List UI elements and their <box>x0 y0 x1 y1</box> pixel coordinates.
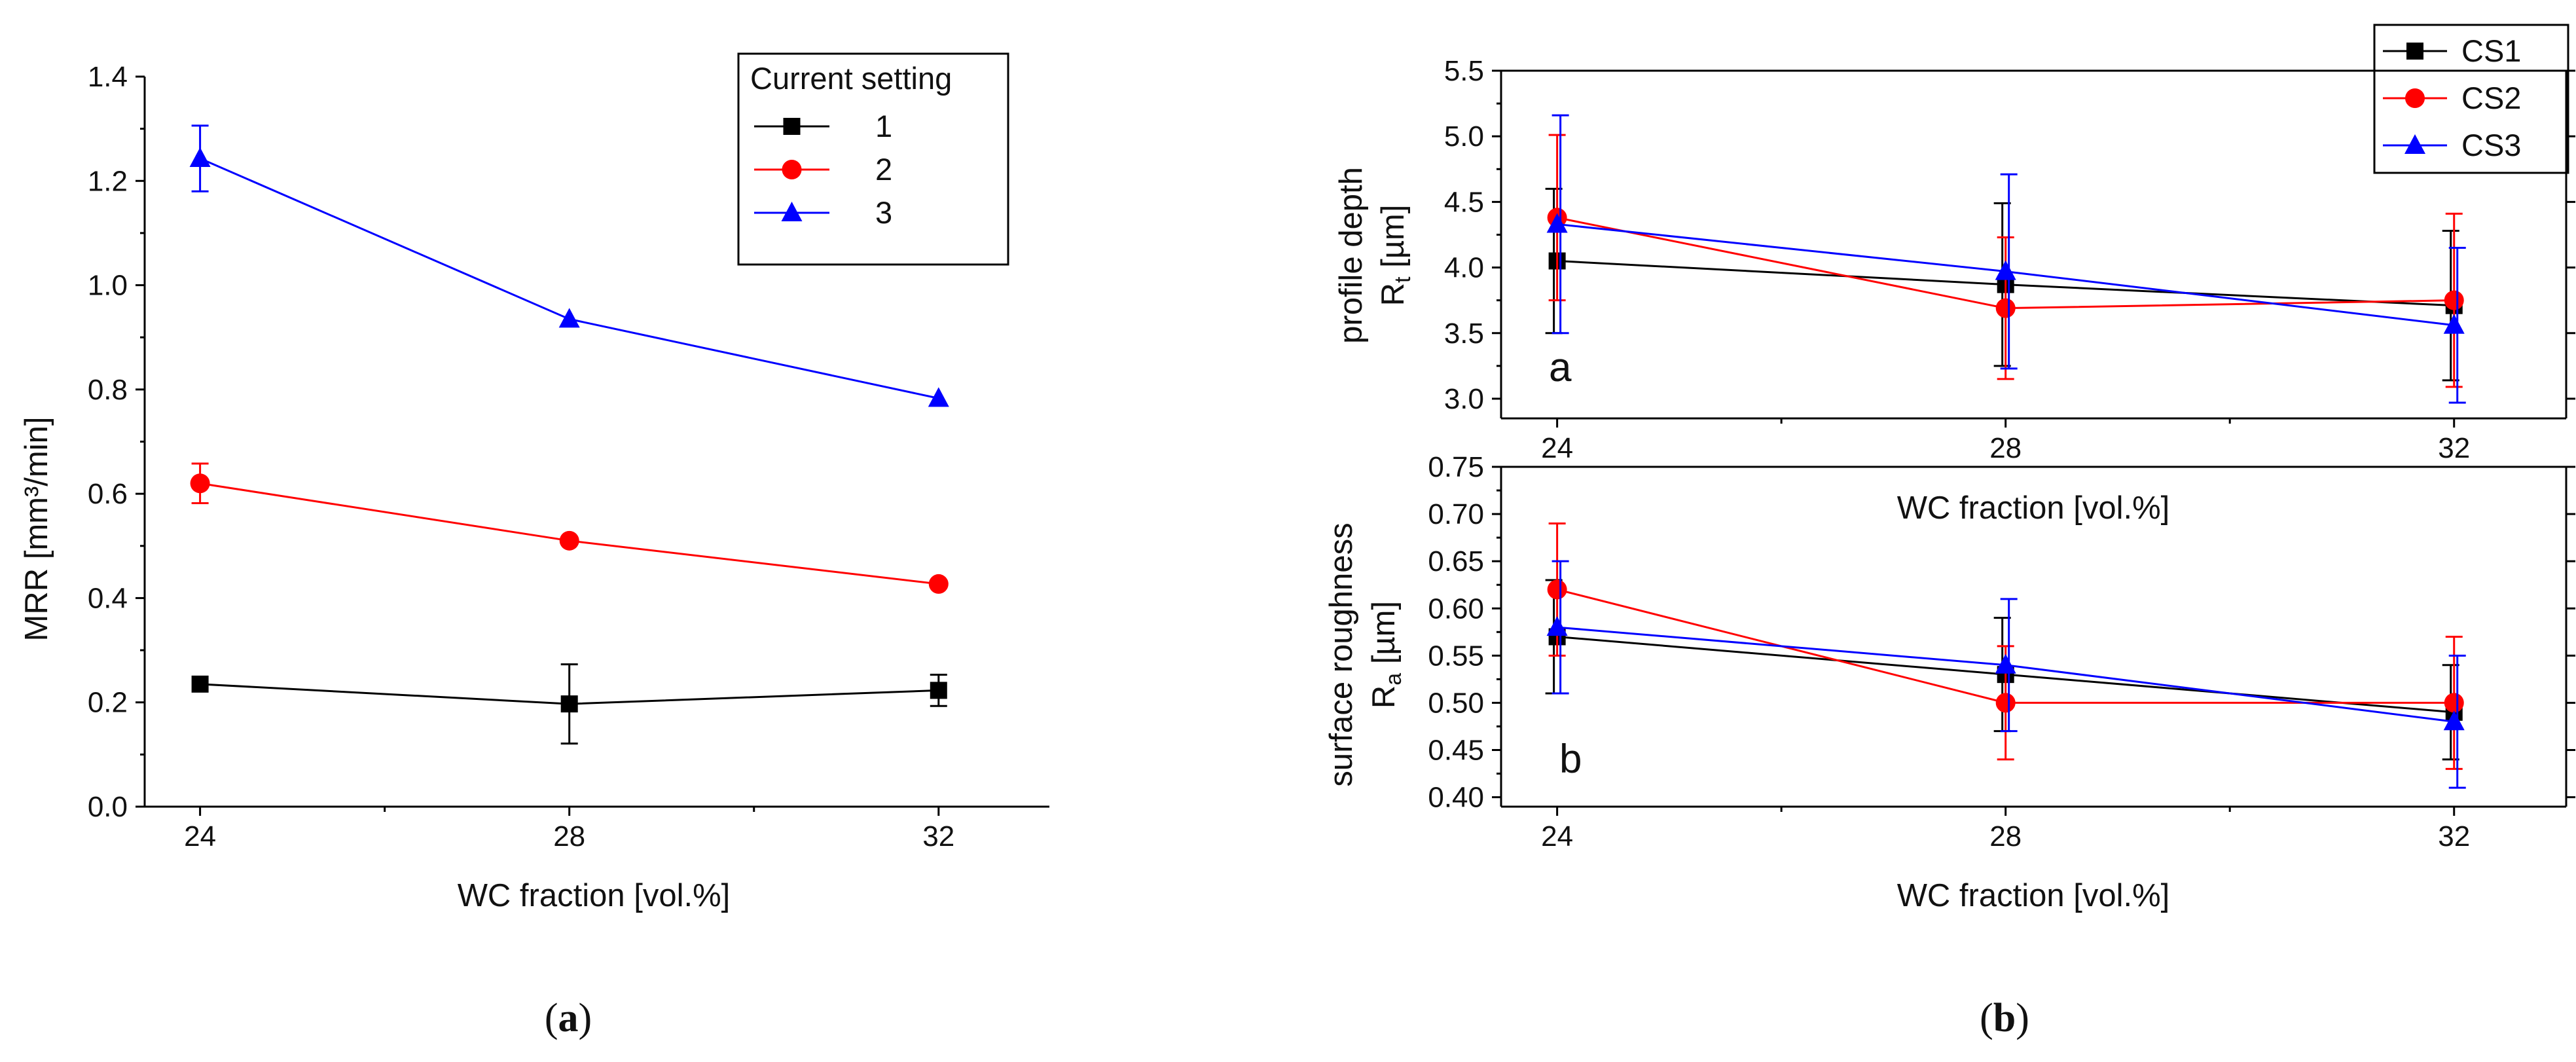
mrr-x-tick-label: 24 <box>184 820 216 852</box>
rt-x-tick-label: 28 <box>1989 432 2022 464</box>
rt-x-tick-label: 32 <box>2438 432 2470 464</box>
rt-legend-entry: CS3 <box>2383 128 2521 162</box>
rt-legend-marker <box>2405 88 2425 108</box>
rt-legend-entry: CS1 <box>2383 33 2521 68</box>
mrr-legend-marker <box>783 118 801 135</box>
rt-y-tick-label: 3.0 <box>1444 383 1484 415</box>
ra-data-point <box>1995 653 2016 674</box>
ra-y-tick-label: 0.40 <box>1428 782 1484 814</box>
ra-data-point <box>1547 579 1567 600</box>
mrr-data-point <box>928 387 949 407</box>
rt-y-tick-label: 4.0 <box>1444 252 1484 284</box>
mrr-x-tick-label: 28 <box>553 820 585 852</box>
mrr-legend-entry: 1 <box>754 109 892 143</box>
ra-x-tick-label: 32 <box>2438 820 2470 852</box>
rt-legend-label: CS3 <box>2461 128 2521 162</box>
rt-legend-entry: CS2 <box>2383 81 2521 115</box>
rt-y-tick-label: 3.5 <box>1444 318 1484 350</box>
rt-data-point <box>1995 260 2016 280</box>
rt-y-axis-label-line1: profile depth <box>1333 167 1369 344</box>
ra-panel-label: b <box>1559 737 1582 782</box>
ra-y-tick-label: 0.60 <box>1428 593 1484 625</box>
ra-data-point <box>2444 693 2464 713</box>
caption-a: (a) <box>545 996 592 1040</box>
mrr-y-tick-label: 1.4 <box>88 61 128 93</box>
mrr-y-tick-label: 0.8 <box>88 374 128 406</box>
ra-y-axis-label-line2: Ra [µm] <box>1366 601 1406 708</box>
mrr-chart: MRR [mm³/min] WC fraction [vol.%] Curren… <box>19 52 1049 913</box>
mrr-legend-entry: 2 <box>754 152 892 187</box>
ra-y-tick-label: 0.75 <box>1428 451 1484 483</box>
ra-data-point <box>2443 710 2465 731</box>
mrr-y-tick-label: 0.0 <box>88 791 128 823</box>
mrr-series-2 <box>190 462 949 594</box>
ra-y-tick-label: 0.50 <box>1428 687 1484 719</box>
mrr-data-point <box>191 675 209 693</box>
rt-y-tick-label: 4.5 <box>1444 186 1484 218</box>
mrr-data-point <box>930 682 947 699</box>
mrr-data-point <box>560 695 578 713</box>
ra-y-tick-label: 0.65 <box>1428 545 1484 577</box>
rt-legend-label: CS2 <box>2461 81 2521 115</box>
mrr-legend-entry: 3 <box>754 195 892 230</box>
rt-legend-marker <box>2404 134 2425 154</box>
ra-y-tick-label: 0.55 <box>1428 640 1484 672</box>
mrr-x-tick-label: 32 <box>922 820 954 852</box>
mrr-data-point <box>189 147 211 168</box>
mrr-legend-marker <box>781 202 803 221</box>
rt-y-tick-label: 5.5 <box>1444 55 1484 87</box>
mrr-legend-marker <box>782 160 802 179</box>
rt-x-tick-label: 24 <box>1541 432 1573 464</box>
mrr-legend-label: 3 <box>875 195 892 230</box>
mrr-data-point <box>190 473 210 494</box>
rt-legend-label: CS1 <box>2461 33 2521 68</box>
rt-y-tick-label: 5.0 <box>1444 120 1484 153</box>
mrr-legend-label: 2 <box>875 152 892 187</box>
rt-panel-label: a <box>1549 345 1572 390</box>
mrr-y-tick-label: 0.4 <box>88 582 128 614</box>
rt-data-point <box>1546 213 1568 233</box>
mrr-legend-box <box>737 52 1009 266</box>
mrr-series-3 <box>189 124 949 407</box>
rt-x-axis-label: WC fraction [vol.%] <box>1897 490 2170 526</box>
mrr-y-tick-label: 0.6 <box>88 478 128 510</box>
mrr-y-axis-label: MRR [mm³/min] <box>19 417 54 642</box>
rt-data-point <box>2443 314 2465 334</box>
mrr-legend-title: Current setting <box>750 61 952 96</box>
mrr-y-tick-label: 1.2 <box>88 165 128 197</box>
ra-data-point <box>1995 693 2016 713</box>
ra-x-axis-label: WC fraction [vol.%] <box>1897 878 2170 913</box>
mrr-data-point <box>559 530 579 551</box>
rt-chart: profile depth Rt [µm] a 3.0 3.5 4.0 4.5 5.0 5… <box>1333 24 2575 464</box>
rt-data-point <box>1995 298 2016 318</box>
ra-y-tick-label: 0.45 <box>1428 735 1484 767</box>
ra-x-tick-label: 24 <box>1541 820 1573 852</box>
mrr-legend: Current setting <box>737 52 1009 266</box>
rt-series-CS1 <box>1545 187 2463 382</box>
mrr-y-tick-label: 0.2 <box>88 687 128 719</box>
rt-y-axis-label-line2: Rt [µm] <box>1375 205 1415 306</box>
rt-data-point <box>2444 290 2464 310</box>
caption-b: (b) <box>1980 996 2029 1040</box>
ra-series-CS3 <box>1546 560 2466 789</box>
mrr-data-point <box>558 308 580 328</box>
mrr-data-point <box>928 574 949 594</box>
mrr-series-1 <box>191 663 947 745</box>
ra-x-tick-label: 28 <box>1989 820 2022 852</box>
mrr-legend-label: 1 <box>875 109 892 143</box>
ra-y-axis-label-line1: surface roughness <box>1324 522 1359 786</box>
ra-data-point <box>1546 616 1568 636</box>
mrr-y-tick-label: 1.0 <box>88 270 128 302</box>
rt-legend-marker <box>2406 43 2423 60</box>
ra-chart: surface roughness Ra [µm] b WC fraction … <box>1324 451 2575 913</box>
ra-y-tick-label: 0.70 <box>1428 498 1484 530</box>
rt-series-CS3 <box>1546 114 2466 404</box>
mrr-x-axis-label: WC fraction [vol.%] <box>458 878 731 913</box>
